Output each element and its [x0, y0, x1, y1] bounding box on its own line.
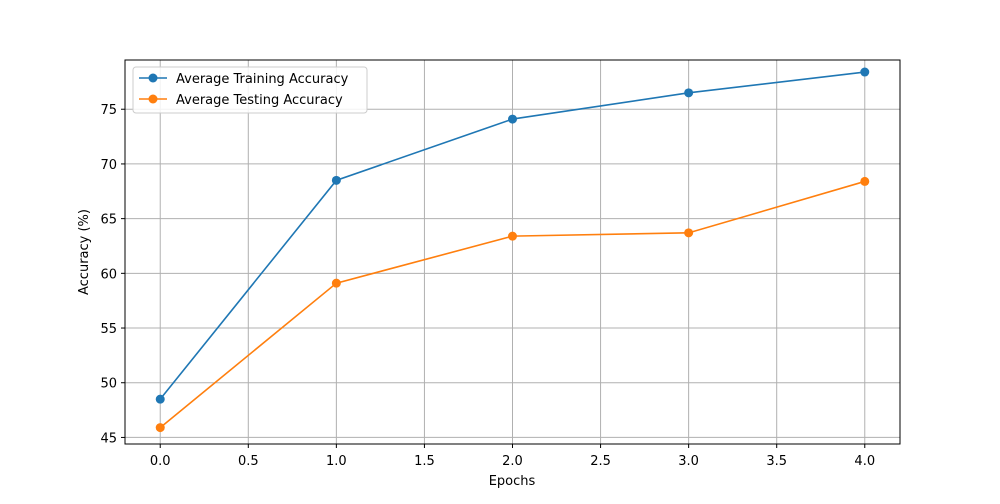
- legend-item: Average Training Accuracy: [139, 72, 349, 87]
- legend-label: Average Testing Accuracy: [176, 93, 343, 108]
- x-tick-label: 1.5: [414, 454, 435, 469]
- series-testing: [155, 176, 870, 433]
- data-point: [508, 231, 517, 241]
- legend-item: Average Testing Accuracy: [139, 93, 343, 108]
- x-tick-label: 3.5: [766, 454, 787, 469]
- y-tick-label: 55: [100, 322, 117, 337]
- legend-label: Average Training Accuracy: [176, 72, 349, 87]
- data-point: [860, 67, 870, 77]
- series-group: [155, 67, 870, 433]
- x-tick-label: 4.0: [854, 454, 875, 469]
- y-tick-label: 60: [100, 267, 117, 282]
- data-point: [331, 175, 341, 185]
- x-tick-label: 0.0: [150, 454, 171, 469]
- y-axis-label: Accuracy (%): [77, 209, 92, 295]
- y-tick-label: 65: [100, 213, 117, 228]
- data-point: [155, 394, 165, 404]
- y-tick-label: 50: [100, 377, 117, 392]
- x-tick-label: 3.0: [678, 454, 699, 469]
- y-tick-label: 75: [100, 103, 117, 118]
- x-tick-label: 1.0: [326, 454, 347, 469]
- data-point: [508, 114, 517, 124]
- series-training: [155, 67, 870, 404]
- x-axis-label: Epochs: [489, 474, 536, 489]
- y-tick-label: 45: [100, 431, 117, 446]
- legend: Average Training Accuracy Average Testing…: [132, 66, 368, 114]
- grid: [125, 60, 900, 444]
- legend-marker: [148, 94, 158, 104]
- legend-marker: [148, 73, 158, 83]
- x-tick-label: 2.0: [502, 454, 523, 469]
- axis-ticks: 0.0 0.5 1.0 1.5 2.0 2.5 3.0 3.5 4.0 45 50 55 60 65 70 7…: [100, 103, 875, 469]
- data-point: [155, 423, 165, 433]
- x-tick-label: 2.5: [590, 454, 611, 469]
- data-point: [684, 88, 694, 98]
- y-tick-label: 70: [100, 158, 117, 173]
- legend-box: [132, 66, 368, 114]
- data-point: [684, 228, 694, 238]
- data-point: [331, 278, 341, 288]
- x-tick-label: 0.5: [238, 454, 259, 469]
- data-point: [860, 176, 870, 186]
